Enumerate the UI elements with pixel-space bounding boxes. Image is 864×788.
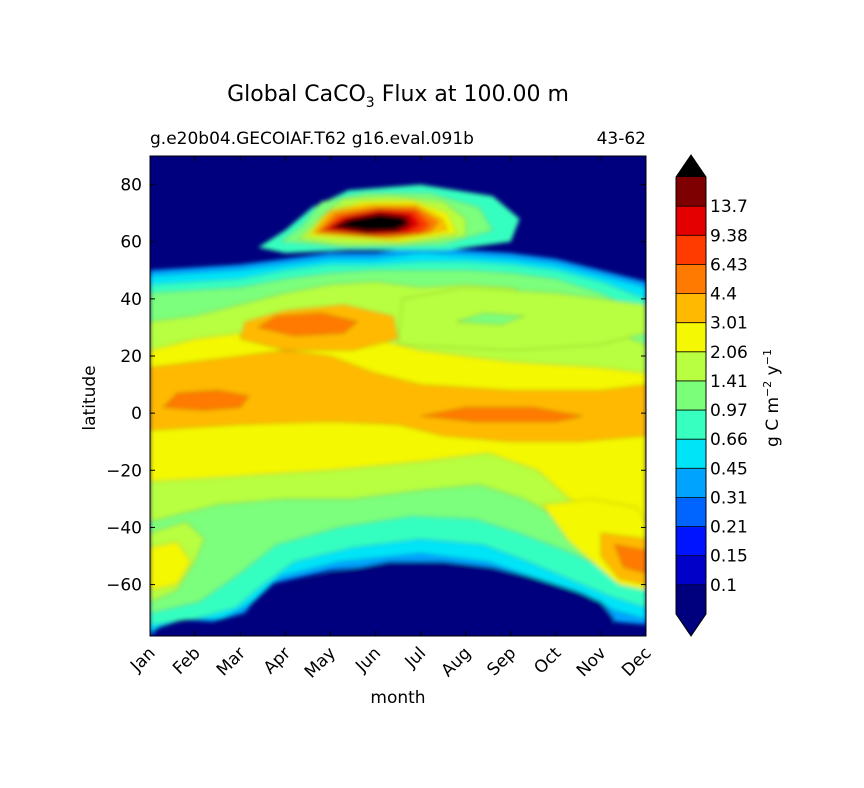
colorbar-tick-label: 0.31 <box>710 488 748 508</box>
colorbar-tick-label: 13.7 <box>710 197 748 217</box>
colorbar-swatch <box>676 555 706 586</box>
colorbar-tick-label: 3.01 <box>710 314 748 334</box>
colorbar-tick-label: 0.97 <box>710 401 748 421</box>
colorbar-swatch <box>676 322 706 353</box>
colorbar-under-arrow <box>676 614 706 636</box>
x-tick-label: Nov <box>573 643 611 681</box>
x-tick-label: Jan <box>126 643 159 676</box>
colorbar-swatch <box>676 410 706 440</box>
x-tick-label: Aug <box>438 643 476 681</box>
x-tick-label: Sep <box>483 643 520 680</box>
subtropical-44 <box>257 312 359 337</box>
colorbar-swatch <box>676 380 706 411</box>
north-atlantic-patch <box>456 312 525 325</box>
y-tick-label: −60 <box>106 576 142 596</box>
colorbar-outline <box>675 154 707 637</box>
colorbar-tick-label: 0.15 <box>710 547 748 567</box>
colorbar-tick-label: 2.06 <box>710 343 748 363</box>
antarctic-minimum <box>253 561 615 636</box>
colorbar-tick-label: 0.1 <box>710 576 737 596</box>
colorbar-label: g C m−2 y−1 <box>761 349 783 447</box>
y-tick-label: 80 <box>120 176 142 196</box>
x-tick-label: Jun <box>351 643 385 677</box>
y-axis: 80 60 40 20 0 −20 −40 −60 <box>106 176 646 596</box>
west-equatorial-44 <box>162 389 250 411</box>
y-tick-label: −20 <box>106 461 142 481</box>
colorbar-swatch <box>676 439 706 469</box>
colorbar: 0.1 0.15 0.21 0.31 0.45 0.66 0.97 1.41 2.06 3.01 4… <box>675 154 748 637</box>
colorbar-swatch <box>676 293 706 324</box>
colorbar-tick-label: 9.38 <box>710 226 748 246</box>
mid-north-green <box>397 287 646 351</box>
southern-ocean-44 <box>613 544 646 574</box>
colorbar-swatch <box>676 468 706 498</box>
colorbar-tick-label: 0.21 <box>710 518 748 538</box>
chart-subtitle-right: 43-62 <box>597 129 646 149</box>
colorbar-swatch <box>676 351 706 382</box>
colorbar-swatch <box>676 526 706 557</box>
x-tick-label: May <box>301 643 340 682</box>
plot-frame <box>149 155 647 637</box>
x-axis-label: month <box>370 688 425 708</box>
y-axis-label: latitude <box>80 365 100 430</box>
y-tick-label: 60 <box>120 233 142 253</box>
colorbar-tick-label: 6.43 <box>710 255 748 275</box>
x-tick-label: Feb <box>169 643 204 678</box>
colorbar-swatch <box>676 497 706 528</box>
colorbar-tick-label: 0.66 <box>710 430 748 450</box>
y-tick-label: 20 <box>120 347 142 367</box>
contour-plot <box>150 156 646 636</box>
equatorial-max-44 <box>420 407 583 422</box>
colorbar-over-arrow <box>676 155 706 177</box>
x-tick-label: Apr <box>260 643 295 678</box>
x-tick-label: Mar <box>213 643 250 680</box>
colorbar-tick-label: 0.45 <box>710 459 748 479</box>
y-tick-label: 40 <box>120 290 142 310</box>
x-tick-label: Dec <box>618 643 655 680</box>
colorbar-swatch <box>676 177 706 207</box>
colorbar-swatch <box>676 235 706 265</box>
chart-title: Global CaCO3 Flux at 100.00 m <box>227 82 569 111</box>
colorbar-tick-label: 4.4 <box>710 285 737 305</box>
colorbar-swatch <box>676 206 706 236</box>
south-west-patch-206 <box>150 541 191 591</box>
colorbar-tick-label: 1.41 <box>710 372 748 392</box>
colorbar-swatch <box>676 584 706 615</box>
chart-subtitle-left: g.e20b04.GECOIAF.T62 g16.eval.091b <box>150 129 474 149</box>
colorbar-swatch <box>676 264 706 295</box>
arctic-peak-over <box>334 214 407 231</box>
y-tick-label: −40 <box>106 518 142 538</box>
x-tick-label: Oct <box>530 643 565 678</box>
x-tick-label: Jul <box>401 643 430 672</box>
y-tick-label: 0 <box>131 404 142 424</box>
